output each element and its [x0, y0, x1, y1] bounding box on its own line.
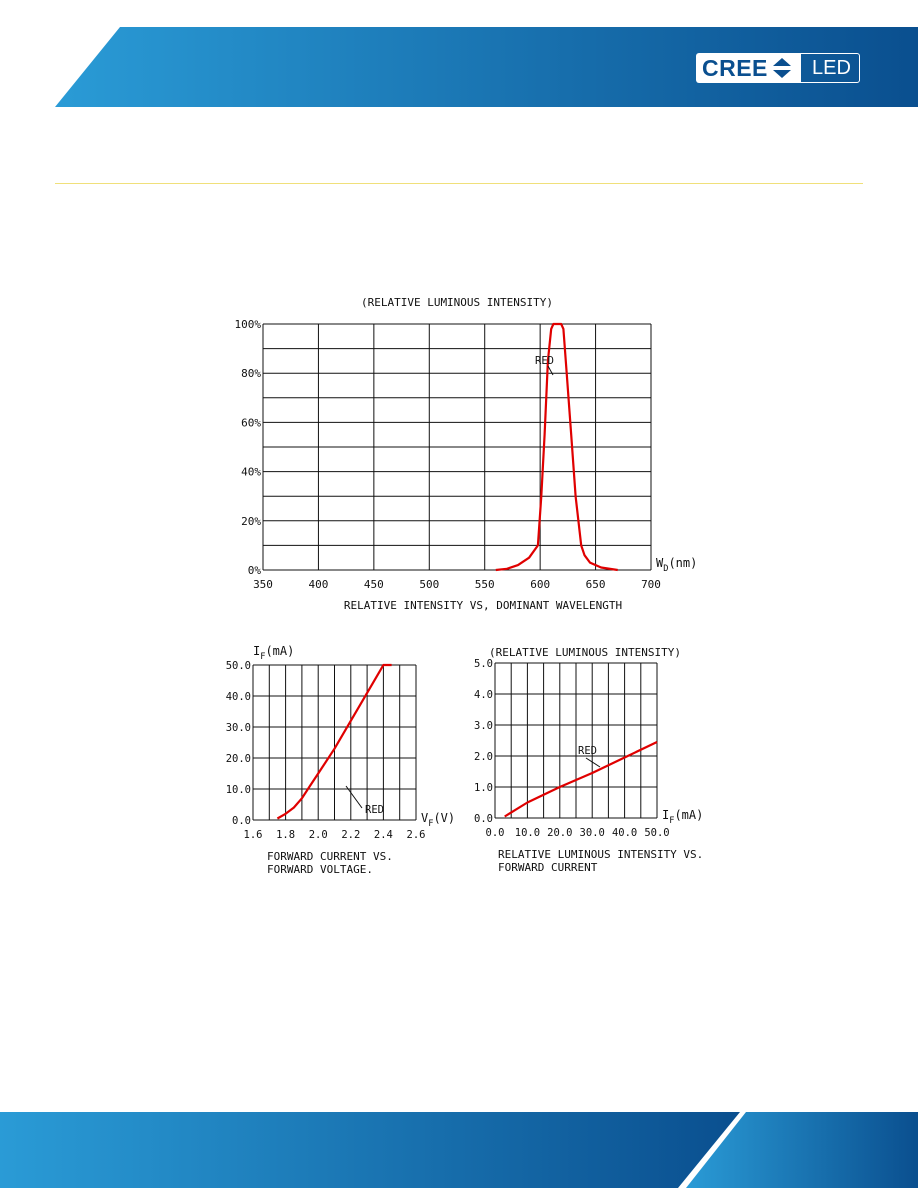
x-tick-label: 2.0	[309, 829, 328, 841]
series-leader-line	[547, 365, 554, 376]
chart-caption: FORWARD CURRENT VS.	[267, 850, 393, 863]
series-label: RED	[365, 804, 384, 816]
x-tick-label: 1.6	[244, 829, 263, 841]
x-tick-label: 1.8	[276, 829, 295, 841]
chart-1: 350 400 450 500 550 600 650 700 0% 20% 40% 60% 80% 10…	[235, 296, 661, 612]
header-banner	[55, 27, 918, 107]
x-tick-label: 2.4	[374, 829, 393, 841]
x-tick-label: 40.0	[612, 827, 637, 839]
y-tick-label: 5.0	[474, 658, 493, 670]
x-tick-label: 20.0	[547, 827, 572, 839]
y-tick-label: 0.0	[232, 815, 251, 827]
y-tick-label: 30.0	[226, 722, 251, 734]
x-tick-label: 350	[253, 578, 273, 591]
x-tick-label: 400	[308, 578, 328, 591]
y-tick-label: 40.0	[226, 691, 251, 703]
y-tick-label: 100%	[235, 318, 262, 331]
x-axis-label: WD(nm)	[656, 556, 697, 574]
series-line-red	[495, 322, 618, 572]
y-tick-label: 40%	[241, 466, 261, 479]
x-axis-label-unit: (V)	[433, 811, 455, 825]
series-leader-line	[585, 757, 601, 768]
x-tick-label: 30.0	[580, 827, 605, 839]
y-tick-label: 0.0	[474, 813, 493, 825]
x-axis-label-sub: F	[669, 816, 674, 826]
header-divider	[55, 183, 863, 184]
chart-caption: FORWARD CURRENT	[498, 861, 598, 874]
y-axis-label-sub: F	[260, 652, 265, 662]
x-axis-label: VF(V)	[421, 811, 455, 829]
y-tick-label: 1.0	[474, 782, 493, 794]
chart-caption: RELATIVE LUMINOUS INTENSITY VS.	[498, 848, 703, 861]
y-tick-label: 0%	[248, 564, 262, 577]
x-axis-label-unit: (mA)	[674, 808, 703, 822]
x-tick-label: 700	[641, 578, 661, 591]
chart-3: 0.0 10.0 20.0 30.0 40.0 50.0 0.0 1.0 2.0 3.0 4.0 5.…	[474, 646, 703, 874]
y-tick-label: 60%	[241, 416, 261, 429]
y-axis-label-base: I	[253, 644, 260, 658]
chart-caption: FORWARD VOLTAGE.	[267, 863, 373, 876]
x-tick-label: 2.6	[407, 829, 426, 841]
series-leader-line	[345, 785, 363, 809]
series-line-red	[504, 741, 658, 818]
x-axis-label: IF(mA)	[662, 808, 703, 826]
logo-suffix: LED	[812, 57, 851, 79]
x-axis-label-sub: F	[428, 819, 433, 829]
y-tick-label: 50.0	[226, 660, 251, 672]
y-tick-label: 4.0	[474, 689, 493, 701]
cree-led-logo: CREE LED	[696, 53, 860, 83]
x-tick-label: 2.2	[341, 829, 360, 841]
x-tick-label: 10.0	[515, 827, 540, 839]
x-tick-label: 650	[586, 578, 606, 591]
logo-arrows-icon	[773, 58, 791, 78]
logo-text: CREE	[702, 55, 768, 81]
y-tick-label: 10.0	[226, 784, 251, 796]
x-tick-label: 450	[364, 578, 384, 591]
y-tick-label: 80%	[241, 367, 261, 380]
x-axis-label-unit: (nm)	[668, 556, 697, 570]
x-axis-label-sub: D	[663, 564, 668, 574]
x-tick-label: 550	[475, 578, 495, 591]
series-label: RED	[535, 355, 554, 367]
x-axis-label-base: W	[656, 556, 664, 570]
y-axis-label-unit: (mA)	[265, 644, 294, 658]
y-tick-label: 20%	[241, 515, 261, 528]
chart-title: (RELATIVE LUMINOUS INTENSITY)	[361, 296, 553, 309]
y-tick-label: 3.0	[474, 720, 493, 732]
x-axis-label-base: V	[421, 811, 428, 825]
x-axis-label-base: I	[662, 808, 669, 822]
chart-title: (RELATIVE LUMINOUS INTENSITY)	[489, 646, 681, 659]
footer-banner	[0, 1112, 918, 1188]
x-tick-label: 600	[530, 578, 550, 591]
x-tick-label: 50.0	[644, 827, 669, 839]
chart-caption: RELATIVE INTENSITY VS, DOMINANT WAVELENG…	[344, 599, 622, 612]
x-tick-label: 500	[419, 578, 439, 591]
y-tick-label: 2.0	[474, 751, 493, 763]
y-tick-label: 20.0	[226, 753, 251, 765]
series-label: RED	[578, 745, 597, 757]
y-axis-label: IF(mA)	[253, 644, 294, 662]
chart-2: 1.6 1.8 2.0 2.2 2.4 2.6 0.0 10.0 20.0 30.0 40.0 50.…	[226, 660, 426, 876]
x-tick-label: 0.0	[486, 827, 505, 839]
